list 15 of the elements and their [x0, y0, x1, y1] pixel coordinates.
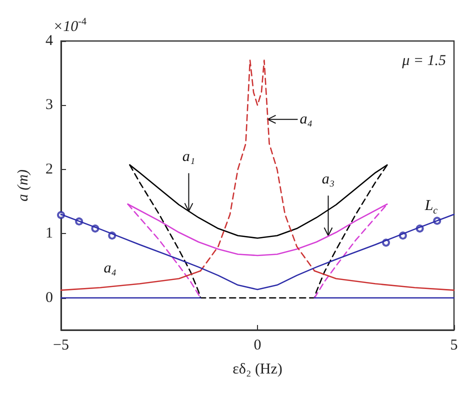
annotation: a₄	[300, 111, 312, 128]
x-axis-title: εδ₂ (Hz)	[232, 362, 282, 378]
x-tick-label: 0	[254, 338, 262, 354]
y-tick-label: 4	[46, 33, 54, 49]
x-tick-label: −5	[53, 338, 69, 354]
x-tick-label: 5	[450, 338, 458, 354]
annotation: a₄	[104, 260, 116, 276]
y-tick-label: 2	[46, 161, 53, 178]
y-axis-title: a (m)	[16, 169, 32, 202]
y-tick-label: 1	[46, 226, 53, 242]
annotation: a₃	[322, 172, 335, 188]
annotation: μ = 1.5	[401, 53, 446, 69]
y-tick-label: 0	[46, 290, 53, 306]
y-tick-label: 3	[46, 97, 53, 114]
annotation: a₁	[182, 149, 196, 166]
